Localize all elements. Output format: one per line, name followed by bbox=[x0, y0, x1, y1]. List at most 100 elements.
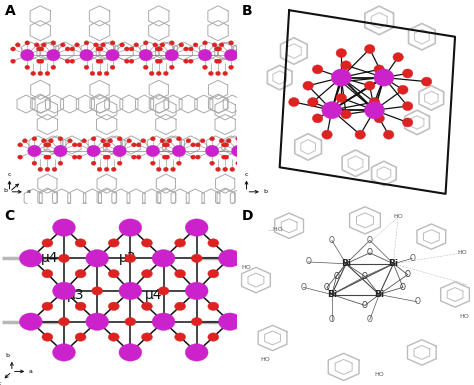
Text: C: C bbox=[5, 209, 15, 223]
Circle shape bbox=[15, 43, 20, 47]
Circle shape bbox=[202, 41, 207, 45]
Circle shape bbox=[38, 71, 43, 75]
Circle shape bbox=[105, 155, 110, 159]
Circle shape bbox=[125, 254, 136, 263]
Circle shape bbox=[243, 59, 248, 63]
Circle shape bbox=[228, 41, 233, 45]
Text: c: c bbox=[8, 171, 11, 176]
Text: b: b bbox=[3, 188, 7, 193]
Text: Bi: Bi bbox=[388, 259, 399, 268]
Circle shape bbox=[171, 167, 175, 171]
Circle shape bbox=[119, 219, 142, 236]
Circle shape bbox=[124, 59, 129, 63]
Circle shape bbox=[162, 143, 167, 147]
Circle shape bbox=[127, 139, 132, 143]
Circle shape bbox=[156, 167, 161, 171]
Text: O: O bbox=[367, 236, 373, 245]
Circle shape bbox=[72, 155, 77, 159]
Circle shape bbox=[21, 49, 34, 61]
Circle shape bbox=[75, 333, 86, 341]
Circle shape bbox=[209, 71, 213, 75]
Circle shape bbox=[176, 161, 181, 165]
Circle shape bbox=[331, 69, 351, 86]
Circle shape bbox=[111, 167, 116, 171]
Text: O: O bbox=[400, 283, 406, 292]
Circle shape bbox=[86, 249, 109, 267]
Circle shape bbox=[46, 155, 51, 159]
Circle shape bbox=[77, 143, 82, 147]
Circle shape bbox=[86, 313, 109, 330]
Circle shape bbox=[160, 139, 165, 143]
Circle shape bbox=[200, 139, 205, 143]
Circle shape bbox=[322, 102, 342, 119]
Circle shape bbox=[157, 47, 162, 51]
Circle shape bbox=[312, 65, 323, 74]
Text: O: O bbox=[301, 283, 306, 292]
Circle shape bbox=[216, 71, 220, 75]
Circle shape bbox=[67, 139, 72, 143]
Circle shape bbox=[365, 102, 384, 119]
Circle shape bbox=[214, 47, 219, 51]
Circle shape bbox=[303, 81, 313, 90]
Circle shape bbox=[70, 47, 75, 51]
Circle shape bbox=[219, 249, 241, 267]
Circle shape bbox=[32, 161, 36, 165]
Circle shape bbox=[225, 49, 237, 61]
Circle shape bbox=[143, 41, 148, 45]
Circle shape bbox=[228, 65, 233, 69]
Circle shape bbox=[174, 302, 186, 310]
Circle shape bbox=[42, 270, 53, 278]
Text: O: O bbox=[329, 315, 335, 324]
Circle shape bbox=[164, 155, 169, 159]
Circle shape bbox=[160, 43, 165, 47]
Circle shape bbox=[119, 282, 142, 300]
Circle shape bbox=[97, 71, 102, 75]
Circle shape bbox=[110, 41, 115, 45]
Text: HO: HO bbox=[393, 214, 403, 219]
Circle shape bbox=[174, 239, 186, 247]
Circle shape bbox=[398, 85, 408, 94]
Text: μ4: μ4 bbox=[146, 288, 163, 301]
Circle shape bbox=[214, 59, 219, 63]
Circle shape bbox=[65, 59, 70, 63]
Circle shape bbox=[191, 143, 195, 147]
Circle shape bbox=[65, 47, 70, 51]
Circle shape bbox=[236, 161, 240, 165]
Circle shape bbox=[104, 167, 109, 171]
Text: HO: HO bbox=[457, 250, 467, 255]
Circle shape bbox=[236, 137, 240, 141]
Circle shape bbox=[219, 139, 224, 143]
Circle shape bbox=[149, 71, 154, 75]
Circle shape bbox=[308, 97, 318, 107]
Circle shape bbox=[365, 45, 375, 54]
Circle shape bbox=[91, 161, 96, 165]
Circle shape bbox=[230, 167, 235, 171]
Circle shape bbox=[119, 344, 142, 361]
Circle shape bbox=[250, 155, 255, 159]
Circle shape bbox=[100, 43, 105, 47]
Text: O: O bbox=[367, 248, 373, 258]
Text: O: O bbox=[367, 315, 373, 324]
Circle shape bbox=[173, 145, 185, 157]
Text: Bi: Bi bbox=[341, 259, 351, 268]
Text: A: A bbox=[5, 4, 16, 18]
Circle shape bbox=[117, 161, 122, 165]
Circle shape bbox=[113, 145, 126, 157]
Circle shape bbox=[35, 43, 39, 47]
Circle shape bbox=[188, 59, 193, 63]
Circle shape bbox=[193, 43, 198, 47]
Circle shape bbox=[106, 49, 119, 61]
Circle shape bbox=[341, 61, 351, 70]
Text: O: O bbox=[410, 254, 415, 263]
Circle shape bbox=[208, 333, 219, 341]
Circle shape bbox=[155, 59, 160, 63]
Circle shape bbox=[393, 53, 403, 62]
Circle shape bbox=[155, 47, 160, 51]
Circle shape bbox=[11, 47, 16, 51]
Text: O: O bbox=[305, 258, 311, 266]
Circle shape bbox=[117, 137, 122, 141]
Circle shape bbox=[75, 239, 86, 247]
Circle shape bbox=[341, 110, 351, 119]
Circle shape bbox=[91, 287, 102, 295]
Circle shape bbox=[374, 69, 394, 86]
